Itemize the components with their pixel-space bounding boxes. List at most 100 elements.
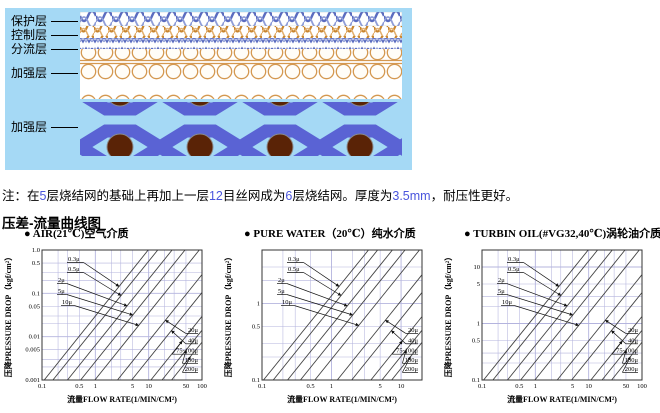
svg-text:40μ: 40μ	[188, 337, 199, 344]
svg-text:0.5: 0.5	[252, 324, 260, 331]
svg-text:150μ: 150μ	[405, 357, 419, 364]
svg-text:1: 1	[94, 383, 97, 390]
layer-label-text: 控制层	[11, 28, 48, 42]
svg-text:20μ: 20μ	[628, 327, 639, 334]
note-text: 注：在5层烧结网的基础上再加上一层12目丝网成为6层烧结网。厚度为3.5mm，耐…	[2, 189, 518, 204]
label-leader-line	[51, 35, 79, 37]
svg-text:0.5: 0.5	[75, 383, 83, 390]
svg-text:0.5μ: 0.5μ	[288, 266, 300, 273]
svg-text:20μ: 20μ	[188, 327, 199, 334]
svg-text:75-100μ: 75-100μ	[176, 348, 198, 355]
svg-text:0.1: 0.1	[252, 377, 260, 384]
svg-text:流量FLOW RATE(1/MIN/CM²): 流量FLOW RATE(1/MIN/CM²)	[67, 394, 177, 404]
layer-label-control: 控制层	[11, 28, 79, 42]
svg-text:75-100μ: 75-100μ	[616, 348, 638, 355]
label-leader-line	[51, 21, 79, 23]
chart-title: ● TURBIN OIL(#VG32,40℃)涡轮油介质	[464, 228, 660, 240]
svg-text:1: 1	[257, 300, 260, 307]
layer-label-protective: 保护层	[11, 14, 79, 28]
layer-label-text: 保护层	[11, 14, 48, 28]
svg-text:10: 10	[585, 383, 592, 390]
svg-text:0.1: 0.1	[38, 383, 46, 390]
svg-text:5: 5	[571, 383, 574, 390]
svg-text:100: 100	[197, 383, 207, 390]
svg-text:0.5μ: 0.5μ	[508, 266, 520, 273]
svg-text:10μ: 10μ	[282, 299, 293, 306]
note-segment: 注：在	[2, 188, 40, 203]
mesh-layer-diagram: 保护层 控制层 分流层 加强层 加强层	[5, 8, 412, 170]
svg-text:0.1: 0.1	[472, 377, 480, 384]
svg-text:1: 1	[477, 321, 480, 328]
svg-text:0.5: 0.5	[515, 383, 523, 390]
svg-text:20μ: 20μ	[408, 327, 419, 334]
svg-text:2μ: 2μ	[58, 277, 65, 284]
svg-text:100: 100	[637, 383, 647, 390]
svg-text:0.005: 0.005	[25, 347, 40, 354]
layer-label-text: 分流层	[11, 42, 48, 56]
svg-text:10: 10	[398, 383, 405, 390]
note-highlight: 6	[285, 188, 293, 203]
svg-text:2μ: 2μ	[278, 277, 285, 284]
svg-text:0.001: 0.001	[25, 377, 40, 384]
svg-text:0.5: 0.5	[307, 383, 315, 390]
chart-oil: ● TURBIN OIL(#VG32,40℃)涡轮油介质 0.3μ 0.5μ 2μ 5…	[440, 227, 660, 410]
svg-text:5: 5	[477, 281, 480, 288]
mesh-cross-section-graphic	[80, 12, 402, 156]
chart-air: ● AIR(21℃)空气介质 0.3μ 0.5μ 2μ 5μ 10μ 20μ 40μ 75-1…	[0, 227, 220, 410]
svg-text:200μ: 200μ	[405, 366, 419, 373]
chart-title: ● PURE WATER（20℃）纯水介质	[244, 228, 416, 240]
svg-text:0.5: 0.5	[32, 260, 40, 267]
label-leader-line	[51, 127, 79, 129]
svg-text:75-100μ: 75-100μ	[396, 348, 418, 355]
label-leader-line	[51, 49, 79, 51]
svg-text:50: 50	[623, 383, 630, 390]
svg-text:0.1: 0.1	[32, 290, 40, 297]
svg-text:5μ: 5μ	[58, 288, 65, 295]
section-title: 压差-流量曲线图	[2, 216, 101, 231]
svg-text:1: 1	[534, 383, 537, 390]
svg-text:10μ: 10μ	[502, 299, 513, 306]
chart-water: ● PURE WATER（20℃）纯水介质 0.3μ 0.5μ 2μ 5μ 10μ 20μ…	[220, 227, 440, 410]
charts-row: ● AIR(21℃)空气介质 0.3μ 0.5μ 2μ 5μ 10μ 20μ 40μ 75-1…	[0, 227, 660, 410]
svg-text:10: 10	[145, 383, 152, 390]
note-segment: 层烧结网。厚度为	[292, 188, 393, 203]
svg-text:流量FLOW RATE(1/MIN/CM²): 流量FLOW RATE(1/MIN/CM²)	[507, 394, 617, 404]
svg-text:10: 10	[474, 264, 481, 271]
layer-label-text: 加强层	[11, 120, 48, 134]
svg-text:压降PRESSURE DROP（kgf/cm²）: 压降PRESSURE DROP（kgf/cm²）	[223, 253, 233, 377]
note-segment: ，耐压性更好。	[430, 188, 519, 203]
svg-text:5: 5	[379, 383, 382, 390]
note-highlight: 5	[39, 188, 47, 203]
svg-text:流量FLOW RATE(1/MIN/CM²): 流量FLOW RATE(1/MIN/CM²)	[287, 394, 397, 404]
svg-text:0.5: 0.5	[472, 338, 480, 345]
svg-text:200μ: 200μ	[625, 366, 639, 373]
svg-text:40μ: 40μ	[408, 337, 419, 344]
svg-text:1: 1	[330, 383, 333, 390]
note-segment: 目丝网成为	[222, 188, 286, 203]
layer-label-distribution: 分流层	[11, 42, 79, 56]
svg-text:压降PRESSURE DROP（kgf/cm²）: 压降PRESSURE DROP（kgf/cm²）	[443, 253, 453, 377]
svg-text:0.5μ: 0.5μ	[68, 266, 80, 273]
layer-label-reinforce-1: 加强层	[11, 66, 79, 80]
svg-text:0.3μ: 0.3μ	[508, 256, 520, 263]
svg-text:150μ: 150μ	[625, 357, 639, 364]
svg-text:0.05: 0.05	[29, 303, 40, 310]
note-highlight: 3.5mm	[392, 188, 431, 203]
layer-label-reinforce-2: 加强层	[11, 120, 79, 134]
svg-text:200μ: 200μ	[185, 366, 199, 373]
layer-label-text: 加强层	[11, 66, 48, 80]
svg-text:0.3μ: 0.3μ	[68, 256, 80, 263]
svg-text:40μ: 40μ	[628, 337, 639, 344]
svg-text:2μ: 2μ	[498, 277, 505, 284]
note-highlight: 12	[208, 188, 223, 203]
svg-text:5μ: 5μ	[278, 288, 285, 295]
svg-text:0.3μ: 0.3μ	[288, 256, 300, 263]
svg-text:5: 5	[131, 383, 134, 390]
svg-text:0.01: 0.01	[29, 334, 40, 341]
svg-text:0.1: 0.1	[258, 383, 266, 390]
svg-text:50: 50	[183, 383, 190, 390]
svg-text:1.0: 1.0	[32, 247, 40, 254]
svg-text:5μ: 5μ	[498, 288, 505, 295]
